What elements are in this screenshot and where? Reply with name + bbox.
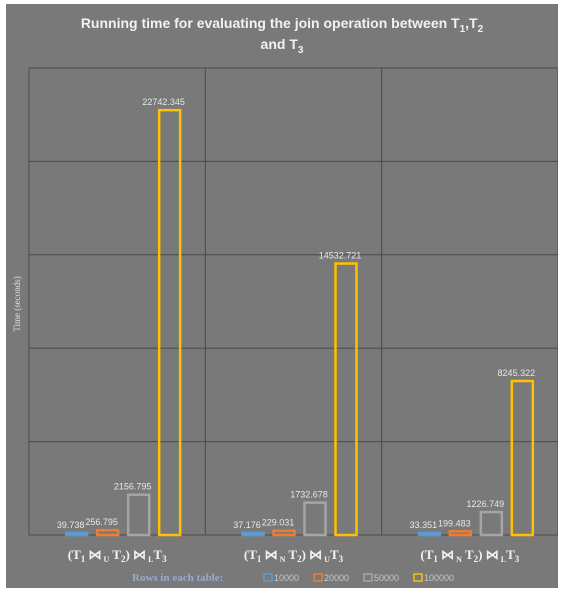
chart-frame: Running time for evaluating the join ope…: [6, 4, 558, 588]
data-label: 14532.721: [319, 251, 362, 261]
bar-20000-cat2: [272, 529, 296, 537]
category-label: (T1 ⋈ N T2) ⋈ UT3: [244, 547, 344, 564]
legend-swatch-100000: [413, 573, 423, 582]
bar-10000-cat3: [417, 531, 442, 537]
legend-swatch-50000: [363, 573, 373, 582]
bar-50000-cat2: [303, 501, 327, 537]
data-label: 39.738: [57, 520, 85, 530]
data-label: 8245.322: [498, 368, 536, 378]
legend-label-10000: 10000: [274, 573, 299, 583]
data-label: 33.351: [410, 520, 438, 530]
bar-10000-cat2: [241, 531, 265, 537]
bar-50000-cat3: [479, 510, 504, 537]
bar-20000-cat1: [95, 528, 120, 537]
chart-svg: Running time for evaluating the join ope…: [12, 15, 558, 584]
data-label: 1732.678: [290, 490, 328, 500]
data-label: 256.795: [85, 517, 118, 527]
chart-title-line2: and T3: [261, 36, 304, 56]
legend-label-50000: 50000: [374, 573, 399, 583]
legend-label-20000: 20000: [324, 573, 349, 583]
category-label: (T1 ⋈ U T2) ⋈ LT3: [68, 547, 167, 564]
legend-swatch-10000: [263, 573, 273, 582]
data-label: 22742.345: [142, 97, 185, 107]
bar-100000-cat1: [157, 108, 182, 537]
data-label: 2156.795: [114, 482, 152, 492]
legend-swatch-20000: [313, 573, 323, 582]
data-label: 199.483: [438, 518, 471, 528]
category-labels: (T1 ⋈ U T2) ⋈ LT3 (T1 ⋈ N T2) ⋈ UT3 (T1 ⋈ …: [68, 547, 520, 564]
grid-lines: [28, 67, 558, 536]
bar-100000-cat2: [334, 262, 358, 537]
legend-title: Rows in each table:: [132, 572, 223, 584]
bar-50000-cat1: [126, 493, 151, 537]
data-label: 37.176: [233, 520, 261, 530]
category-label: (T1 ⋈ N T2) ⋈ LT3: [420, 547, 519, 564]
bar-100000-cat3: [510, 379, 535, 537]
legend-label-100000: 100000: [424, 573, 454, 583]
legend: Rows in each table: 10000 20000 50000 100000: [132, 572, 454, 584]
bars: [64, 108, 535, 537]
bar-10000-cat1: [64, 531, 89, 537]
bar-20000-cat3: [448, 530, 473, 537]
chart-title-line1: Running time for evaluating the join ope…: [81, 15, 484, 35]
data-label: 1226.749: [467, 499, 505, 509]
data-label: 229.031: [262, 518, 295, 528]
y-axis-label: Time (seconds): [12, 276, 22, 331]
data-labels: 39.738 256.795 2156.795 22742.345 37.176 229.…: [57, 97, 535, 530]
